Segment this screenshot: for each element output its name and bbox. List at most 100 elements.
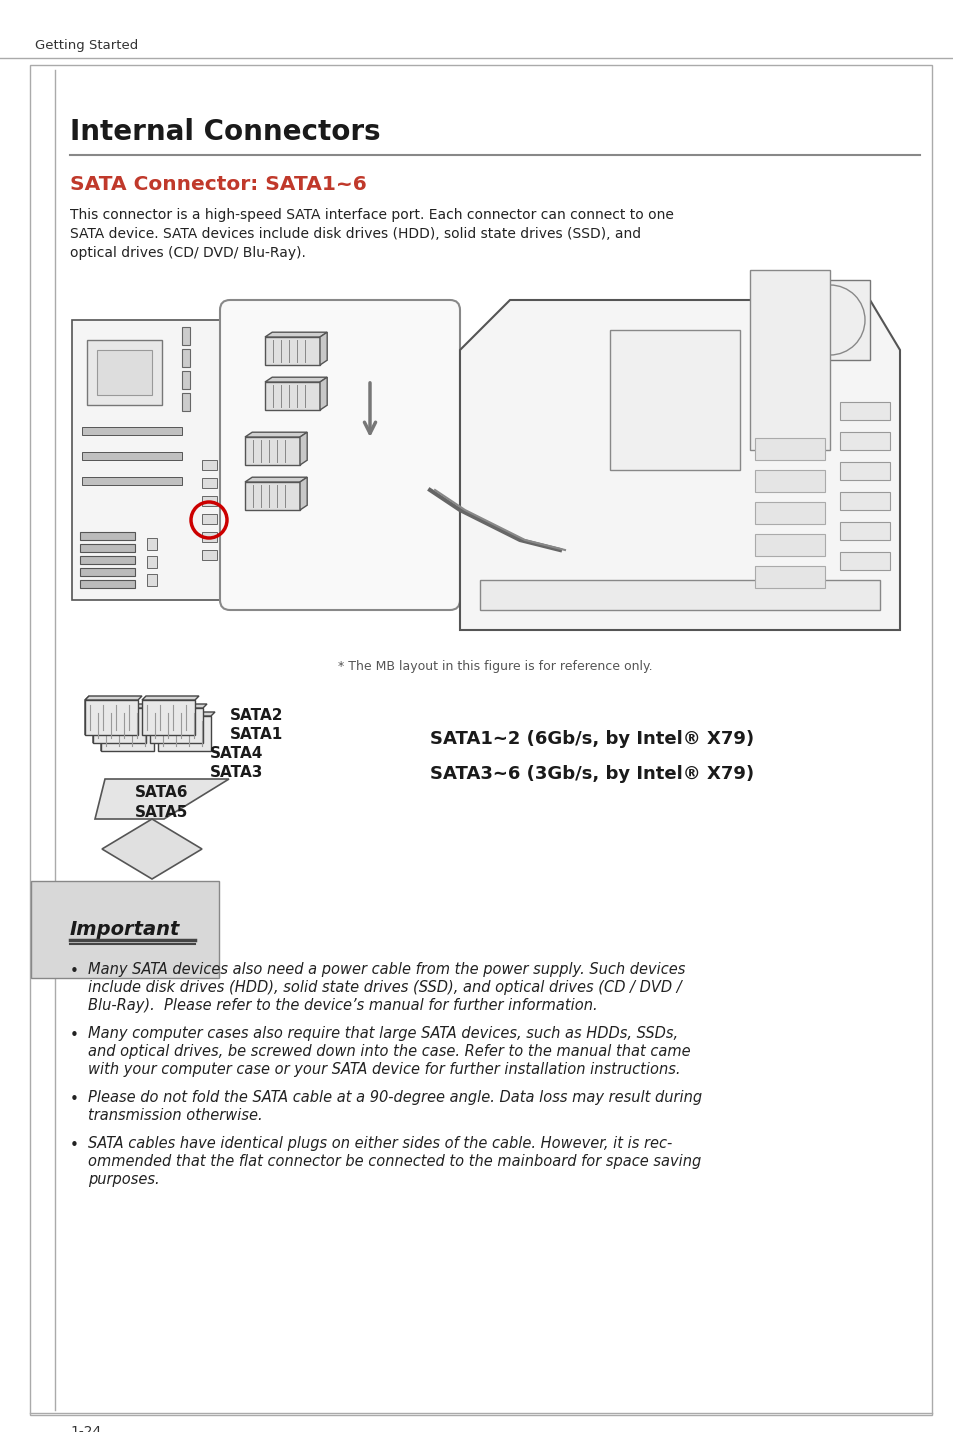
- Bar: [147, 574, 157, 586]
- Bar: [150, 707, 203, 743]
- Polygon shape: [85, 696, 142, 700]
- Text: SATA5: SATA5: [135, 805, 188, 821]
- Bar: [202, 533, 216, 541]
- Bar: [182, 326, 190, 345]
- Bar: [202, 478, 216, 488]
- Text: include disk drives (HDD), solid state drives (SSD), and optical drives (CD / DV: include disk drives (HDD), solid state d…: [88, 979, 680, 995]
- Bar: [840, 463, 889, 480]
- Text: with your computer case or your SATA device for further installation instruction: with your computer case or your SATA dev…: [88, 1063, 679, 1077]
- Bar: [92, 707, 146, 743]
- Polygon shape: [95, 779, 229, 819]
- Bar: [609, 329, 740, 470]
- Polygon shape: [299, 432, 307, 465]
- Bar: [202, 550, 216, 560]
- Text: Important: Important: [70, 919, 180, 939]
- Bar: [202, 495, 216, 505]
- Bar: [840, 551, 889, 570]
- Text: SATA2: SATA2: [230, 707, 283, 723]
- Text: •: •: [70, 964, 79, 979]
- Bar: [754, 534, 824, 556]
- Bar: [71, 319, 247, 600]
- Bar: [80, 544, 135, 551]
- FancyBboxPatch shape: [220, 299, 459, 610]
- Text: SATA3~6 (3Gb/s, by Intel® X79): SATA3~6 (3Gb/s, by Intel® X79): [430, 765, 753, 783]
- Polygon shape: [142, 696, 199, 700]
- Polygon shape: [245, 477, 307, 483]
- Text: * The MB layout in this figure is for reference only.: * The MB layout in this figure is for re…: [337, 660, 652, 673]
- Text: •: •: [70, 1028, 79, 1042]
- Text: •: •: [70, 1138, 79, 1153]
- Polygon shape: [101, 712, 105, 750]
- Text: •: •: [70, 1093, 79, 1107]
- Bar: [840, 432, 889, 450]
- Text: SATA4: SATA4: [210, 746, 263, 760]
- Bar: [840, 493, 889, 510]
- Polygon shape: [319, 377, 327, 410]
- Bar: [245, 483, 299, 510]
- Bar: [147, 556, 157, 569]
- Bar: [840, 523, 889, 540]
- Polygon shape: [299, 477, 307, 510]
- Bar: [142, 700, 194, 735]
- Text: SATA6: SATA6: [135, 785, 189, 800]
- Text: and optical drives, be screwed down into the case. Refer to the manual that came: and optical drives, be screwed down into…: [88, 1044, 690, 1060]
- Bar: [85, 700, 138, 735]
- Polygon shape: [265, 332, 327, 337]
- Bar: [754, 470, 824, 493]
- Bar: [840, 402, 889, 420]
- Text: purposes.: purposes.: [88, 1171, 159, 1187]
- Bar: [82, 427, 182, 435]
- Text: transmission otherwise.: transmission otherwise.: [88, 1108, 262, 1123]
- Text: SATA1: SATA1: [230, 727, 283, 742]
- Bar: [265, 382, 319, 410]
- Bar: [182, 392, 190, 411]
- Text: SATA Connector: SATA1~6: SATA Connector: SATA1~6: [70, 175, 366, 193]
- Bar: [749, 271, 829, 450]
- Polygon shape: [92, 705, 150, 707]
- Polygon shape: [150, 705, 207, 707]
- Bar: [87, 339, 162, 405]
- Bar: [754, 503, 824, 524]
- Bar: [479, 580, 879, 610]
- Polygon shape: [319, 332, 327, 365]
- Bar: [158, 716, 211, 750]
- Bar: [82, 453, 182, 460]
- Bar: [245, 437, 299, 465]
- Text: SATA device. SATA devices include disk drives (HDD), solid state drives (SSD), a: SATA device. SATA devices include disk d…: [70, 228, 640, 241]
- Text: SATA1~2 (6Gb/s, by Intel® X79): SATA1~2 (6Gb/s, by Intel® X79): [430, 730, 753, 748]
- Polygon shape: [245, 432, 307, 437]
- Polygon shape: [459, 299, 899, 630]
- Polygon shape: [158, 712, 214, 716]
- Bar: [80, 533, 135, 540]
- Text: Many computer cases also require that large SATA devices, such as HDDs, SSDs,: Many computer cases also require that la…: [88, 1025, 678, 1041]
- Bar: [754, 438, 824, 460]
- Polygon shape: [102, 819, 202, 879]
- Text: optical drives (CD/ DVD/ Blu-Ray).: optical drives (CD/ DVD/ Blu-Ray).: [70, 246, 306, 261]
- Bar: [147, 538, 157, 550]
- Text: ommended that the flat connector be connected to the mainboard for space saving: ommended that the flat connector be conn…: [88, 1154, 700, 1169]
- Bar: [80, 580, 135, 589]
- Text: SATA cables have identical plugs on either sides of the cable. However, it is re: SATA cables have identical plugs on eith…: [88, 1136, 672, 1151]
- Bar: [754, 566, 824, 589]
- Text: This connector is a high-speed SATA interface port. Each connector can connect t: This connector is a high-speed SATA inte…: [70, 208, 673, 222]
- Bar: [202, 460, 216, 470]
- Polygon shape: [265, 377, 327, 382]
- Text: 1-24: 1-24: [70, 1425, 101, 1432]
- Text: SATA3: SATA3: [210, 765, 263, 780]
- Bar: [202, 514, 216, 524]
- Polygon shape: [101, 712, 158, 716]
- Text: Many SATA devices also need a power cable from the power supply. Such devices: Many SATA devices also need a power cabl…: [88, 962, 684, 977]
- Polygon shape: [92, 705, 97, 743]
- Bar: [82, 477, 182, 485]
- Polygon shape: [85, 696, 89, 735]
- Bar: [182, 349, 190, 367]
- Text: Internal Connectors: Internal Connectors: [70, 117, 380, 146]
- Bar: [789, 281, 869, 359]
- Bar: [97, 349, 152, 395]
- Text: Getting Started: Getting Started: [35, 39, 138, 52]
- Bar: [80, 556, 135, 564]
- Text: Please do not fold the SATA cable at a 90-degree angle. Data loss may result dur: Please do not fold the SATA cable at a 9…: [88, 1090, 701, 1106]
- Bar: [101, 716, 153, 750]
- Bar: [182, 371, 190, 390]
- Bar: [265, 337, 319, 365]
